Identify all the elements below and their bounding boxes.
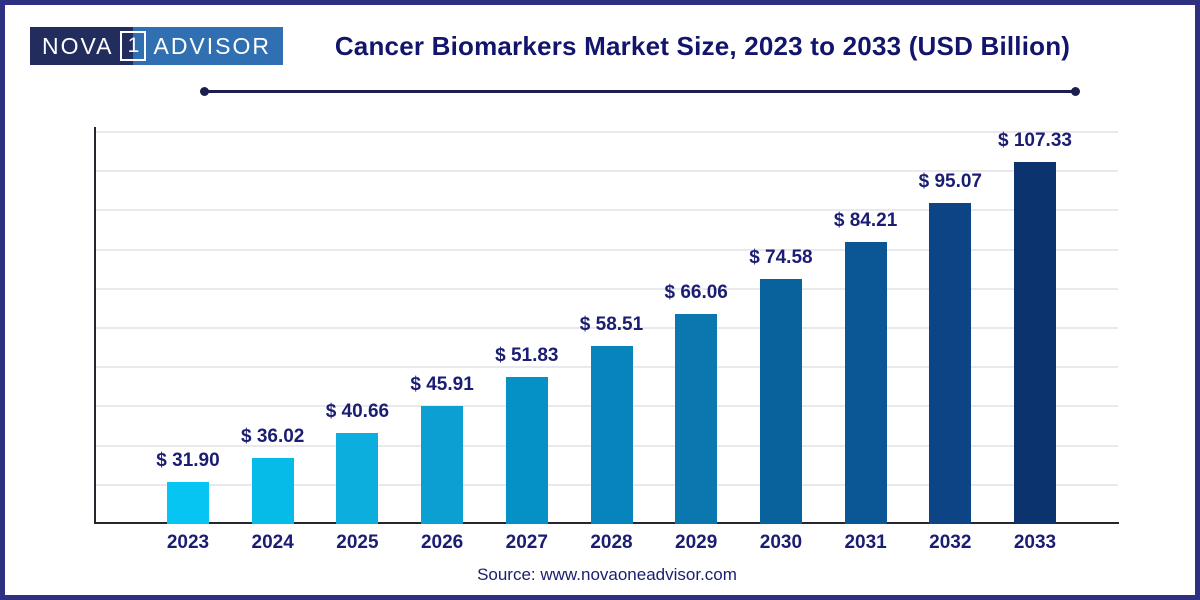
logo-text-advisor: ADVISOR <box>153 32 272 59</box>
underline-dot-right <box>1071 87 1080 96</box>
bar-2032 <box>929 203 972 524</box>
logo-number-box: 1 <box>120 27 147 65</box>
x-axis-label: 2025 <box>336 532 379 553</box>
bar-value-label: $ 95.07 <box>918 171 982 193</box>
bar-value-label: $ 31.90 <box>156 450 220 472</box>
bar-2027 <box>505 376 548 524</box>
bar-2030 <box>759 279 802 524</box>
gridline <box>96 248 1118 251</box>
bar-value-label: $ 84.21 <box>833 210 898 232</box>
bar-value-label: $ 58.51 <box>579 314 644 336</box>
bar-2026 <box>421 405 464 524</box>
bar-2023 <box>167 482 209 524</box>
bar-2029 <box>675 313 718 524</box>
plot-area: $ 31.90 2023 $ 36.02 2024 $ 40.66 2025 $ 45.91… <box>5 5 1195 595</box>
bar-2024 <box>251 458 294 524</box>
x-axis-label: 2031 <box>844 532 887 553</box>
x-axis-label: 2033 <box>1013 532 1057 553</box>
x-axis-label: 2024 <box>251 532 294 553</box>
gridline <box>96 131 1118 133</box>
logo-right-segment: ADVISOR <box>146 27 284 65</box>
source-text: Source: www.novaoneadvisor.com <box>477 565 737 584</box>
y-axis-line <box>94 127 96 524</box>
x-axis-label: 2028 <box>590 532 633 553</box>
chart-title: Cancer Biomarkers Market Size, 2023 to 2… <box>334 31 1071 61</box>
bar-value-label: $ 51.83 <box>495 344 559 366</box>
bar-2033 <box>1014 161 1056 524</box>
bar-2028 <box>590 346 633 524</box>
x-axis-label: 2026 <box>420 532 464 553</box>
x-axis-label: 2032 <box>929 532 972 553</box>
bar-value-label: $ 107.33 <box>998 129 1072 151</box>
bar-value-label: $ 40.66 <box>325 400 390 422</box>
gridline <box>96 327 1118 329</box>
brand-logo: NOVA 1 ADVISOR <box>30 27 284 65</box>
bar-2025 <box>336 432 379 524</box>
gridline <box>96 287 1118 290</box>
underline-dot-left <box>200 87 209 96</box>
x-axis-label: 2029 <box>675 532 718 553</box>
logo-text-one: 1 <box>120 31 147 61</box>
bar-2031 <box>844 242 887 524</box>
x-axis-label: 2027 <box>505 532 548 553</box>
x-axis-label: 2023 <box>166 532 210 553</box>
bar-value-label: $ 36.02 <box>240 426 305 448</box>
logo-left-segment: NOVA <box>30 27 121 65</box>
gridline <box>96 209 1118 212</box>
bar-value-label: $ 45.91 <box>410 373 474 395</box>
title-underline <box>200 87 1080 96</box>
bar-value-label: $ 74.58 <box>749 247 813 268</box>
x-axis-label: 2030 <box>759 532 803 553</box>
bar-value-label: $ 66.06 <box>664 281 728 303</box>
logo-text-nova: NOVA <box>42 32 114 59</box>
gridline <box>96 170 1118 173</box>
